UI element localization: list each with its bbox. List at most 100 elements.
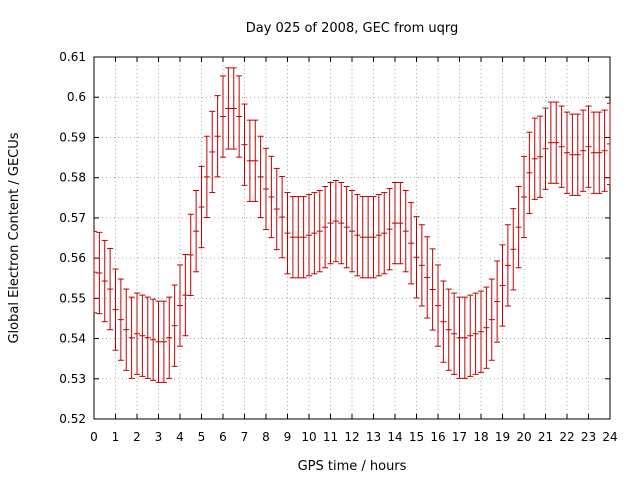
- error-bar-point: [408, 202, 415, 285]
- x-tick-label: 10: [301, 430, 316, 444]
- error-bar-point: [182, 253, 189, 337]
- error-bar-point: [478, 290, 484, 373]
- error-bar-point: [488, 278, 495, 361]
- error-bar-point: [107, 247, 114, 331]
- error-bar-point: [483, 286, 490, 369]
- error-bar-point: [150, 298, 157, 381]
- error-bar-point: [445, 288, 452, 371]
- error-bar-point: [451, 292, 458, 375]
- y-tick-label: 0.61: [59, 50, 86, 64]
- error-bar-point: [381, 192, 388, 275]
- x-tick-label: 6: [219, 430, 227, 444]
- error-bar-point: [499, 244, 506, 327]
- x-tick-label: 19: [495, 430, 510, 444]
- error-bar-point: [166, 296, 173, 379]
- error-bar-point: [521, 155, 527, 239]
- x-tick-label: 2: [133, 430, 141, 444]
- x-tick-label: 16: [430, 430, 445, 444]
- error-bar-point: [494, 260, 501, 343]
- error-bar-point: [257, 135, 264, 218]
- error-bar-point: [402, 190, 409, 273]
- x-tick-label: 22: [559, 430, 574, 444]
- x-tick-label: 4: [176, 430, 184, 444]
- error-bar-point: [193, 190, 200, 273]
- error-bar-point: [601, 109, 608, 192]
- error-bar-point: [365, 196, 372, 279]
- error-bar-point: [273, 167, 280, 251]
- error-bar-point: [526, 131, 533, 214]
- error-bar-point: [316, 190, 323, 273]
- error-bar-point: [504, 224, 511, 307]
- x-tick-label: 1: [112, 430, 120, 444]
- error-bar-point: [252, 119, 259, 202]
- error-bar-point: [214, 95, 221, 178]
- error-bar-point: [209, 110, 216, 194]
- error-bar-point: [537, 115, 544, 198]
- error-bar-point: [429, 248, 436, 331]
- error-bar-point: [585, 105, 592, 188]
- error-bar-point: [375, 194, 382, 277]
- error-bar-point: [225, 67, 232, 150]
- error-bar-point: [220, 75, 226, 158]
- x-tick-label: 23: [581, 430, 596, 444]
- error-bar-point: [187, 213, 194, 297]
- error-bar-point: [456, 296, 463, 379]
- error-bar-point: [268, 155, 275, 239]
- y-tick-label: 0.57: [59, 211, 86, 225]
- error-bar-point: [112, 268, 119, 351]
- x-tick-label: 17: [452, 430, 467, 444]
- x-axis-label: GPS time / hours: [298, 459, 407, 474]
- error-bar-point: [472, 292, 479, 375]
- x-tick-label: 8: [262, 430, 270, 444]
- x-tick-label: 11: [323, 430, 338, 444]
- error-bar-point: [236, 75, 243, 158]
- error-bar-point: [531, 117, 538, 200]
- error-bar-point: [386, 188, 393, 271]
- error-bar-point: [397, 181, 404, 265]
- error-bar-point: [343, 186, 350, 269]
- error-bar-point: [564, 111, 570, 194]
- y-axis-label: Global Electron Content / GECUs: [7, 132, 22, 343]
- error-bar-point: [117, 278, 124, 361]
- y-tick-label: 0.53: [59, 372, 86, 386]
- error-bar-point: [289, 196, 296, 279]
- error-bar-point: [101, 239, 108, 323]
- y-tick-label: 0.58: [59, 171, 86, 185]
- y-tick-label: 0.56: [59, 251, 86, 265]
- error-bar-point: [547, 101, 554, 184]
- error-bar-point: [574, 113, 581, 196]
- error-bar-point: [93, 231, 97, 314]
- error-bar-point: [338, 181, 345, 265]
- error-bar-point: [392, 181, 398, 265]
- error-bar-point: [418, 224, 425, 307]
- error-bar-point: [354, 194, 361, 277]
- error-bar-point: [413, 216, 420, 299]
- error-bar-point: [424, 236, 431, 319]
- error-bar-point: [306, 194, 312, 277]
- data-layer: [93, 67, 611, 383]
- x-tick-label: 15: [409, 430, 424, 444]
- error-bar-point: [177, 264, 183, 347]
- error-bar-point: [558, 105, 565, 188]
- y-tick-label: 0.59: [59, 130, 86, 144]
- error-bar-point: [580, 109, 587, 192]
- error-bar-point: [263, 147, 269, 231]
- error-bar-point: [246, 119, 253, 202]
- error-bar-point: [542, 107, 549, 190]
- error-bar-point: [322, 186, 329, 269]
- error-bar-point: [349, 190, 355, 273]
- y-tick-label: 0.52: [59, 412, 86, 426]
- error-bar-point: [284, 192, 291, 275]
- error-bar-point: [440, 280, 447, 363]
- error-bar-point: [553, 101, 560, 184]
- error-bar-point: [230, 67, 237, 150]
- x-tick-label: 20: [516, 430, 531, 444]
- error-bar-point: [590, 111, 597, 194]
- error-bar-point: [198, 165, 205, 249]
- error-bar-point: [327, 181, 334, 265]
- error-bar-point: [435, 264, 441, 347]
- error-bar-point: [144, 296, 151, 379]
- x-tick-label: 13: [366, 430, 381, 444]
- error-bar-point: [515, 186, 522, 269]
- error-bar-point: [359, 196, 366, 279]
